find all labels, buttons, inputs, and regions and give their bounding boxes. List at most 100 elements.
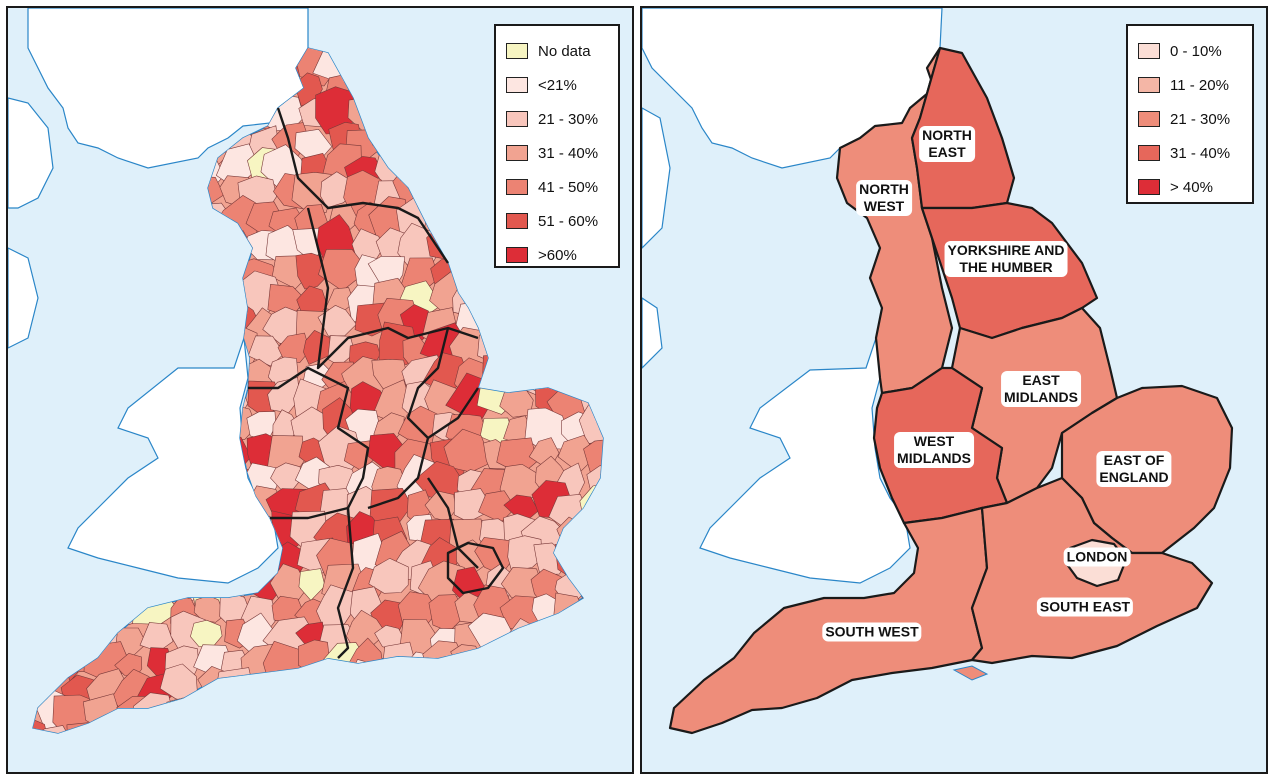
legend-label: 31 - 40% <box>538 144 599 162</box>
district-polygon <box>445 200 484 235</box>
district-legend: No data <21% 21 - 30% 31 - 40% 41 - 50% … <box>494 24 620 268</box>
district-polygon <box>217 254 246 287</box>
legend-item: 41 - 50% <box>506 170 608 204</box>
legend-swatch <box>1138 179 1160 195</box>
northern-ireland-landmass <box>8 97 54 209</box>
district-polygon <box>535 669 567 703</box>
legend-label: 21 - 30% <box>1170 110 1231 128</box>
district-polygon <box>349 48 381 76</box>
district-polygon <box>33 219 81 263</box>
district-polygon <box>86 203 137 241</box>
district-polygon <box>33 247 78 293</box>
district-polygon <box>478 490 516 523</box>
district-polygon <box>86 560 121 601</box>
district-polygon <box>57 172 98 207</box>
legend-swatch <box>506 111 528 127</box>
district-polygon <box>33 717 50 733</box>
district-polygon <box>362 62 409 106</box>
district-polygon <box>448 48 492 59</box>
district-polygon <box>67 315 101 348</box>
district-polygon <box>395 48 442 76</box>
district-polygon <box>42 339 78 366</box>
region-label-east-midlands: EAST MIDLANDS <box>1001 371 1081 407</box>
region-label-south-east: SOUTH EAST <box>1036 597 1134 617</box>
legend-label: <21% <box>538 76 577 94</box>
legend-swatch <box>506 179 528 195</box>
district-polygon <box>114 568 157 613</box>
district-polygon <box>117 201 148 239</box>
district-polygon <box>33 376 46 418</box>
district-polygon <box>109 284 146 318</box>
region-label-yorkshire: YORKSHIRE AND THE HUMBER <box>944 241 1068 277</box>
district-polygon <box>34 361 65 393</box>
district-polygon <box>33 612 48 646</box>
district-polygon <box>62 208 92 238</box>
district-polygon <box>366 94 417 136</box>
district-polygon <box>303 330 333 365</box>
legend-item: 0 - 10% <box>1138 34 1242 68</box>
district-polygon <box>33 565 52 599</box>
district-polygon <box>33 432 49 471</box>
district-polygon <box>122 310 152 346</box>
region-label-north-east: NORTH EAST <box>919 126 975 162</box>
region-label-text: EAST OF ENGLAND <box>1099 452 1169 485</box>
legend-item: 21 - 30% <box>1138 102 1242 136</box>
district-polygon <box>86 355 121 397</box>
district-polygon <box>398 665 436 704</box>
district-polygon <box>503 728 539 733</box>
district-polygon <box>374 48 405 80</box>
ireland-landmass <box>642 297 663 369</box>
district-polygon <box>87 275 124 317</box>
region-borders <box>248 107 505 659</box>
legend-item: 21 - 30% <box>506 102 608 136</box>
district-polygon <box>422 62 470 105</box>
district-polygon <box>446 694 488 733</box>
legend-item: 31 - 40% <box>506 136 608 170</box>
district-polygon <box>418 145 462 197</box>
district-polygon <box>165 721 194 733</box>
district-polygon <box>150 204 181 234</box>
district-polygon <box>33 516 50 551</box>
district-polygon <box>580 279 603 313</box>
legend-swatch <box>1138 43 1160 59</box>
district-polygon <box>482 300 520 340</box>
district-polygon <box>91 169 130 208</box>
district-polygon <box>525 696 563 730</box>
district-polygon <box>60 620 102 656</box>
district-polygon <box>33 491 50 531</box>
district-polygon <box>190 275 226 317</box>
district-polygon <box>64 410 99 451</box>
legend-label: No data <box>538 42 591 60</box>
district-polygon <box>293 723 344 733</box>
district-polygon <box>59 580 110 630</box>
region-label-text: NORTH WEST <box>859 181 909 214</box>
legend-swatch <box>506 43 528 59</box>
district-polygon <box>428 162 473 215</box>
district-polygon <box>61 358 94 389</box>
district-polygon <box>33 619 73 654</box>
district-polygon <box>319 718 358 733</box>
district-polygon <box>134 222 176 269</box>
district-polygon <box>531 648 579 692</box>
district-polygon <box>91 594 129 626</box>
wales-landmass <box>699 337 911 584</box>
district-polygon <box>551 286 592 319</box>
district-polygon <box>298 568 326 601</box>
district-polygon <box>573 715 603 733</box>
district-polygon <box>90 384 128 416</box>
district-polygon <box>396 131 430 162</box>
district-polygon <box>56 145 95 190</box>
district-polygon <box>35 580 76 629</box>
district-polygon <box>524 619 568 659</box>
district-polygon <box>61 259 98 293</box>
district-polygon <box>33 540 69 569</box>
region-label-text: YORKSHIRE AND THE HUMBER <box>947 242 1065 275</box>
district-polygon <box>140 337 181 373</box>
legend-label: 0 - 10% <box>1170 42 1222 60</box>
district-polygon <box>263 683 315 730</box>
district-polygon <box>523 351 564 391</box>
district-polygon <box>433 702 460 732</box>
district-polygon <box>38 277 73 316</box>
region-label-south-west: SOUTH WEST <box>822 622 922 642</box>
district-polygon <box>432 672 462 702</box>
